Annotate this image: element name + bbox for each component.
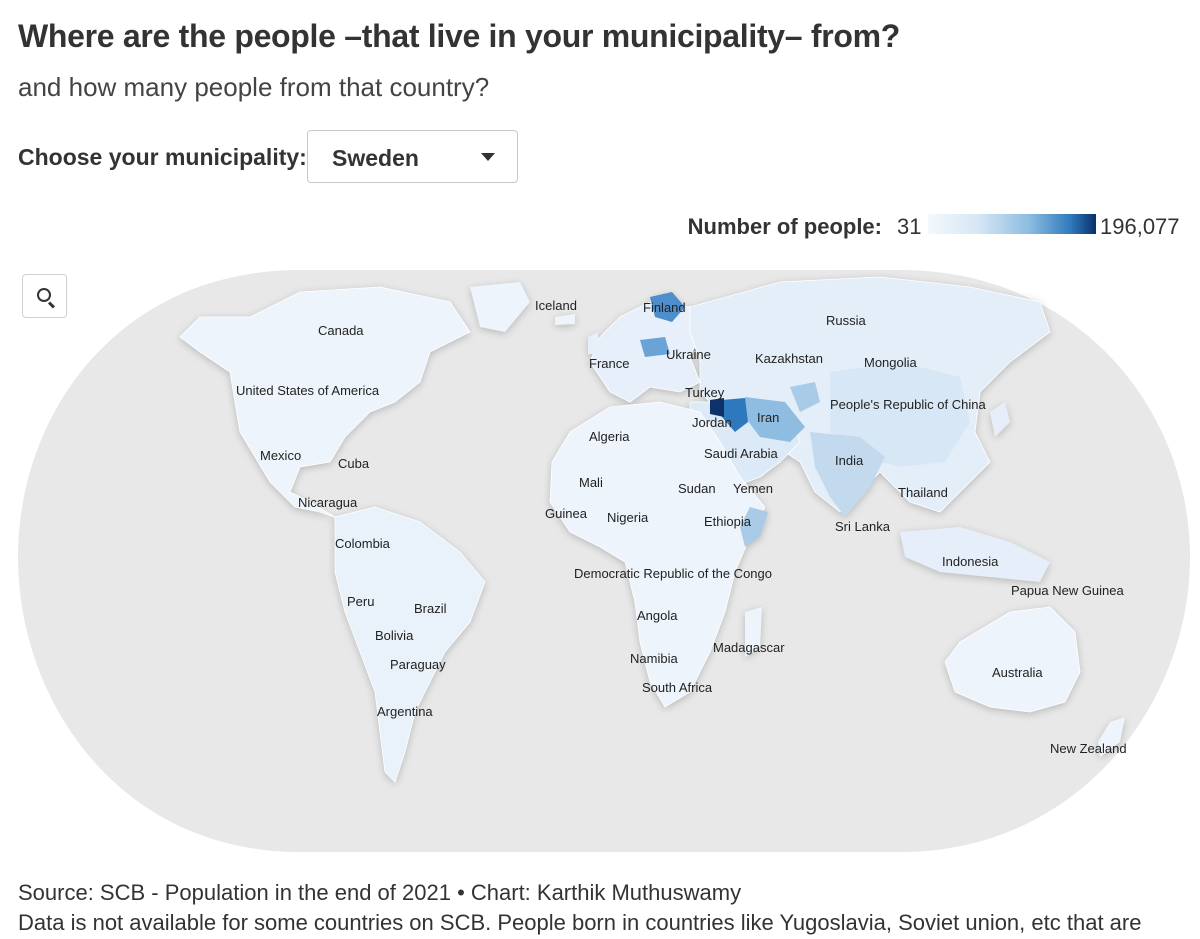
land-poland — [640, 337, 670, 357]
label-argentina: Argentina — [377, 704, 433, 719]
label-peru: Peru — [347, 594, 374, 609]
legend-min-value: 31 — [897, 214, 922, 239]
color-legend: Number of people: 31 196,077 — [0, 210, 1200, 240]
land-india — [810, 432, 885, 517]
search-icon — [37, 288, 51, 302]
map-search-button[interactable] — [22, 274, 67, 318]
land-north-america — [179, 286, 471, 518]
label-colombia: Colombia — [335, 536, 391, 551]
label-nigeria: Nigeria — [607, 510, 649, 525]
municipality-dropdown[interactable]: Sweden — [307, 130, 518, 183]
label-paraguay: Paraguay — [390, 657, 446, 672]
label-drc: Democratic Republic of the Congo — [574, 566, 772, 581]
land-iraq — [722, 398, 748, 432]
municipality-label: Choose your municipality: — [18, 144, 307, 170]
label-usa: United States of America — [236, 383, 380, 398]
label-southafrica: South Africa — [642, 680, 713, 695]
label-saudi: Saudi Arabia — [704, 446, 778, 461]
land-greenland — [470, 282, 530, 332]
land-uk — [588, 332, 600, 354]
label-sudan: Sudan — [678, 481, 716, 496]
label-yemen: Yemen — [733, 481, 773, 496]
label-kazakhstan: Kazakhstan — [755, 351, 823, 366]
land-afghanistan — [790, 382, 820, 412]
label-cuba: Cuba — [338, 456, 370, 471]
land-japan — [990, 402, 1010, 437]
label-png: Papua New Guinea — [1011, 583, 1125, 598]
label-guinea: Guinea — [545, 506, 588, 521]
page-subtitle: and how many people from that country? — [18, 72, 490, 102]
land-syria — [710, 398, 724, 417]
land-new-zealand — [1098, 717, 1125, 757]
label-madagascar: Madagascar — [713, 640, 785, 655]
land-indonesia — [900, 527, 1050, 582]
page-title: Where are the people –that live in your … — [18, 18, 901, 54]
label-ukraine: Ukraine — [666, 347, 711, 362]
land-south-america — [334, 506, 486, 783]
search-icon-handle — [47, 301, 56, 309]
land-africa — [549, 401, 766, 708]
label-namibia: Namibia — [630, 651, 678, 666]
label-mali: Mali — [579, 475, 603, 490]
label-angola: Angola — [637, 608, 678, 623]
land-iran — [745, 397, 805, 442]
municipality-selected-value: Sweden — [332, 145, 419, 171]
land-china — [830, 362, 970, 467]
label-newzealand: New Zealand — [1050, 741, 1127, 756]
label-finland: Finland — [643, 300, 686, 315]
label-brazil: Brazil — [414, 601, 447, 616]
label-srilanka: Sri Lanka — [835, 519, 891, 534]
label-canada: Canada — [318, 323, 364, 338]
land-iceland — [555, 314, 575, 325]
country-labels: Canada United States of America Mexico C… — [236, 298, 1127, 756]
label-thailand: Thailand — [898, 485, 948, 500]
legend-gradient-bar — [928, 214, 1096, 234]
label-france: France — [589, 356, 629, 371]
label-nicaragua: Nicaragua — [298, 495, 358, 510]
label-indonesia: Indonesia — [942, 554, 999, 569]
chevron-down-icon — [481, 153, 495, 161]
legend-max-value: 196,077 — [1100, 214, 1180, 239]
label-iceland: Iceland — [535, 298, 577, 313]
label-turkey: Turkey — [685, 385, 725, 400]
world-map[interactable]: Canada United States of America Mexico C… — [0, 262, 1200, 862]
label-india: India — [835, 453, 864, 468]
source-note: Source: SCB - Population in the end of 2… — [18, 880, 742, 905]
label-russia: Russia — [826, 313, 867, 328]
world-map-svg: Canada United States of America Mexico C… — [18, 270, 1190, 852]
label-mongolia: Mongolia — [864, 355, 918, 370]
land-finland — [650, 292, 685, 322]
label-bolivia: Bolivia — [375, 628, 414, 643]
legend-title: Number of people: — [687, 214, 882, 239]
label-algeria: Algeria — [589, 429, 630, 444]
land-somalia — [740, 507, 768, 547]
land-madagascar — [745, 607, 762, 657]
label-mexico: Mexico — [260, 448, 301, 463]
label-ethiopia: Ethiopia — [704, 514, 752, 529]
label-jordan: Jordan — [692, 415, 732, 430]
label-china: People's Republic of China — [830, 397, 986, 412]
label-australia: Australia — [992, 665, 1043, 680]
land-australia — [944, 606, 1081, 713]
data-note: Data is not available for some countries… — [18, 910, 1142, 935]
label-iran: Iran — [757, 410, 779, 425]
